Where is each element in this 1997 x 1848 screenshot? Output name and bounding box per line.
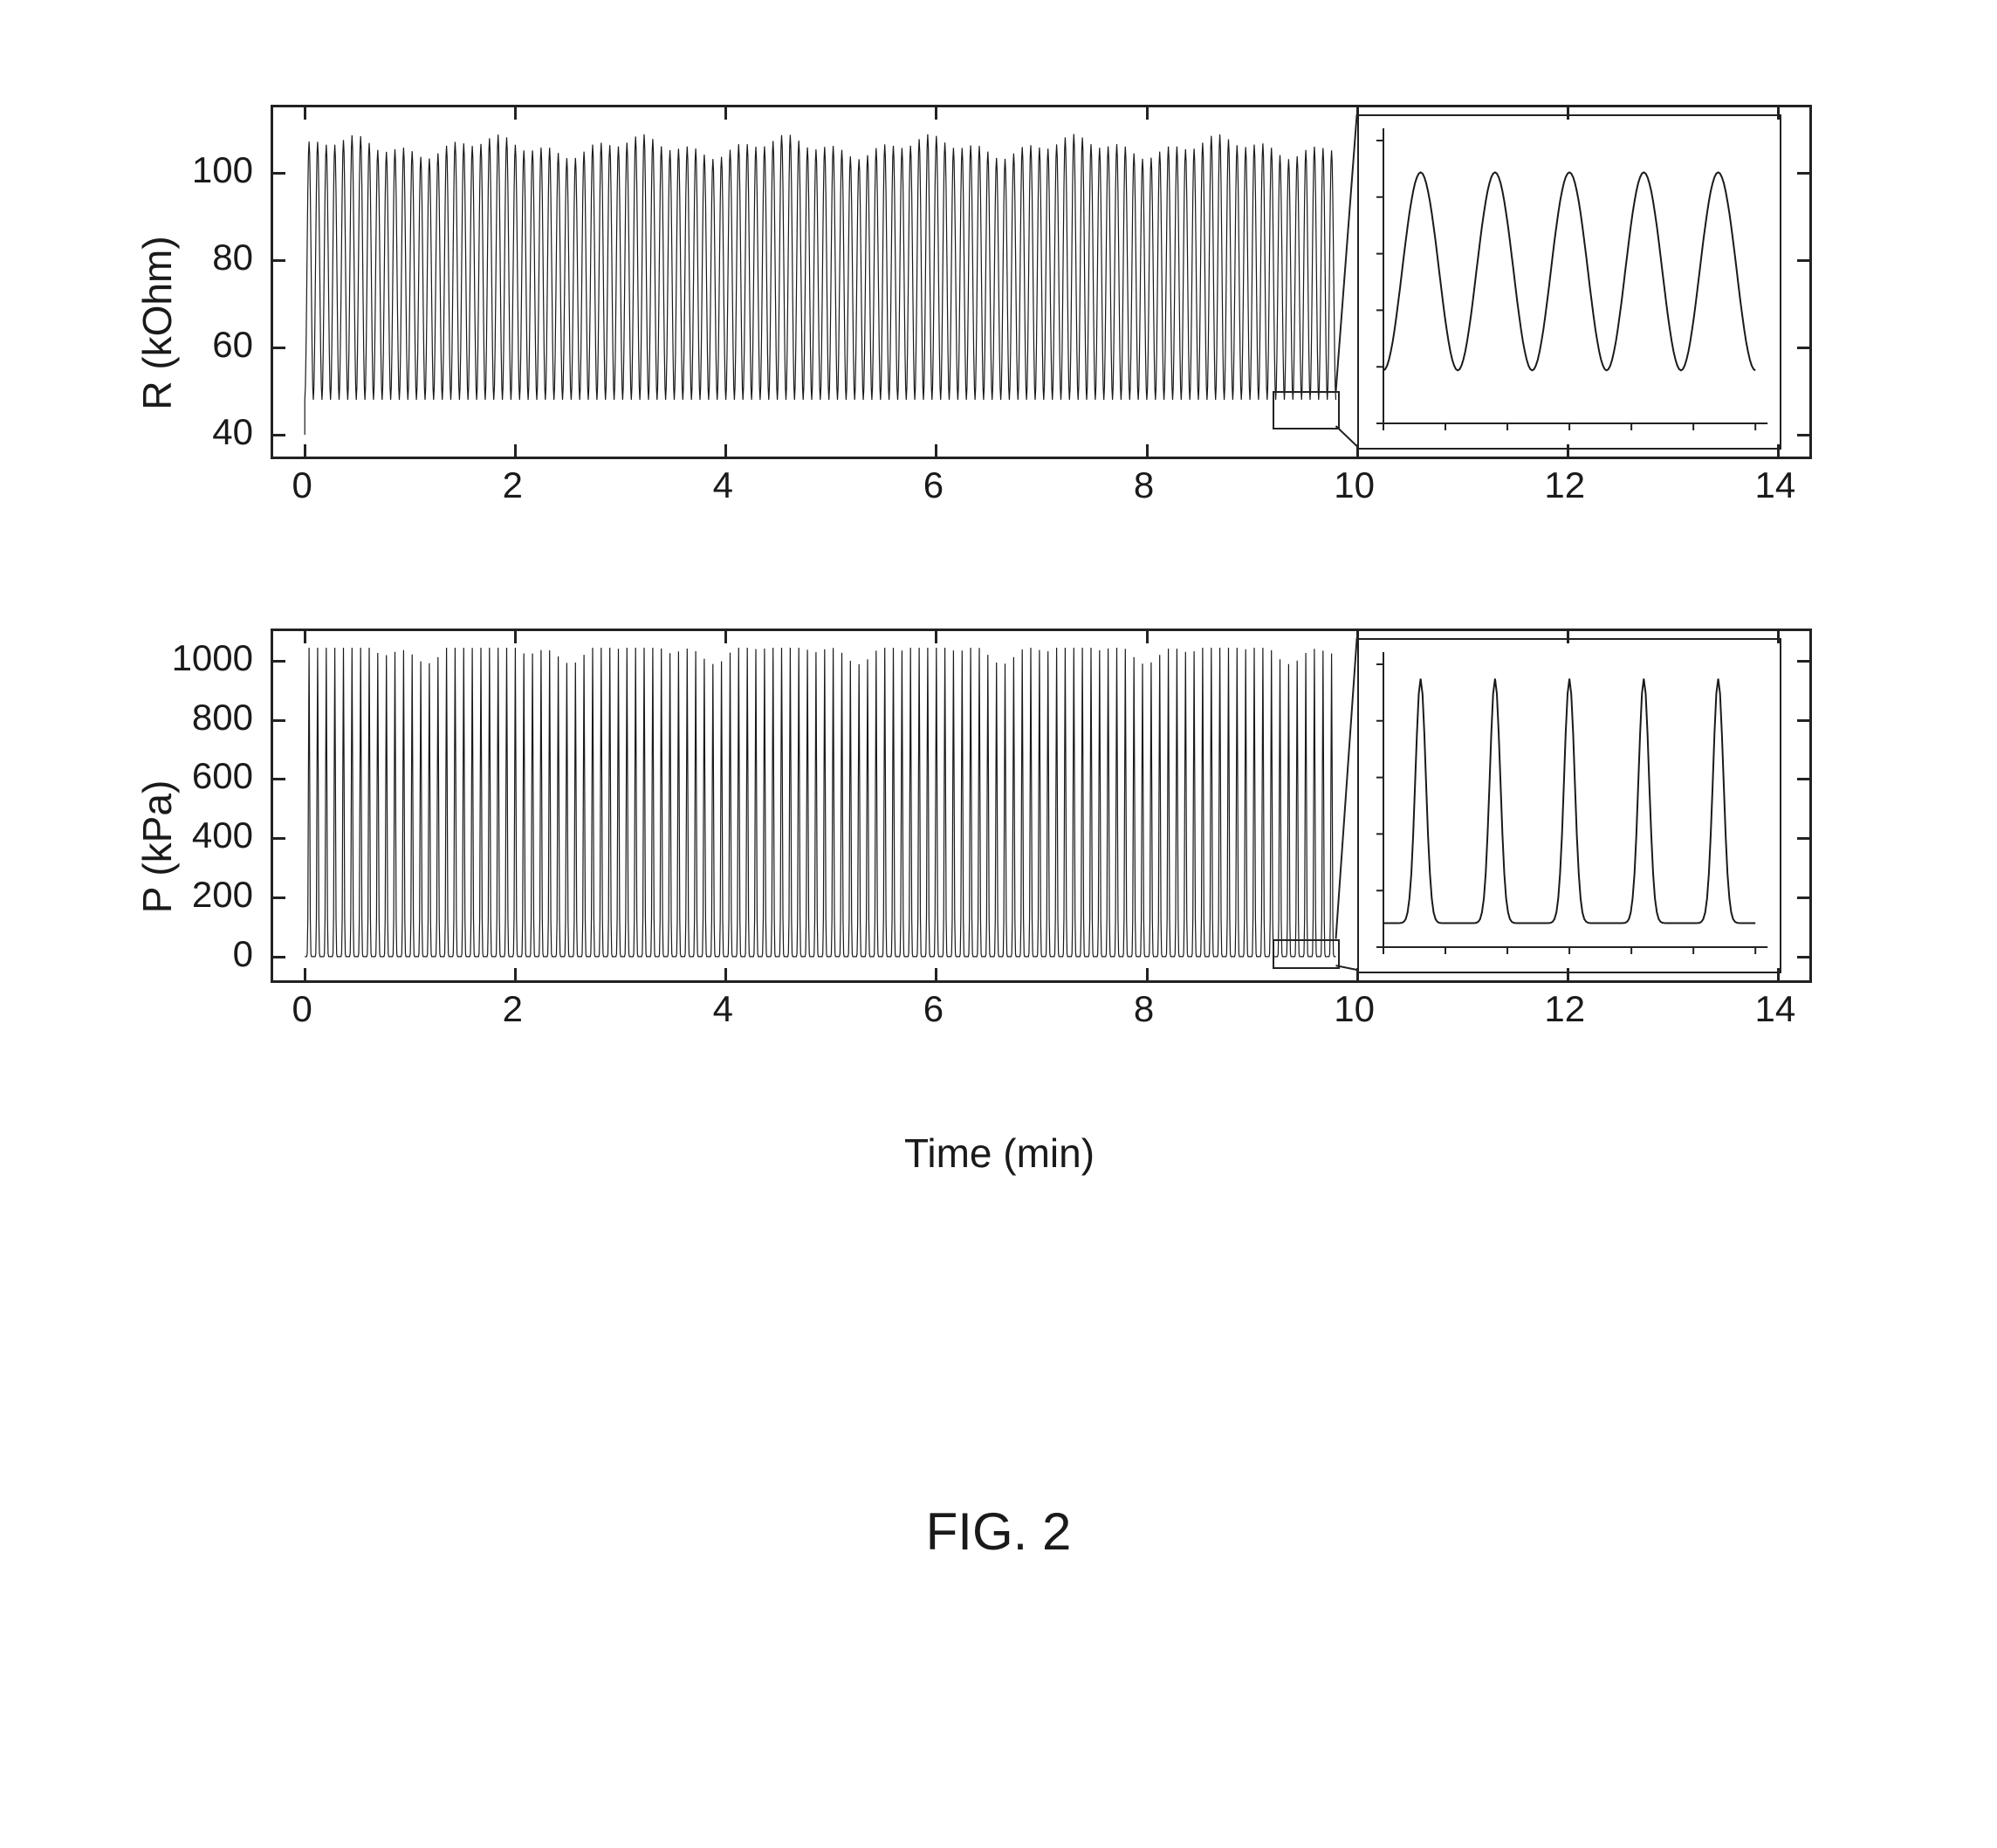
y-tick-mark bbox=[273, 778, 285, 780]
y-tick-mark bbox=[1797, 347, 1809, 349]
x-tick-mark bbox=[514, 968, 517, 980]
x-tick-mark bbox=[935, 107, 937, 120]
x-tick-mark bbox=[1146, 444, 1149, 457]
x-tick-mark bbox=[1356, 444, 1359, 457]
x-tick-mark bbox=[1146, 631, 1149, 643]
x-tick-mark bbox=[1567, 631, 1569, 643]
x-tick-label: 10 bbox=[1334, 464, 1375, 506]
x-tick-mark bbox=[1567, 968, 1569, 980]
y-tick-label: 60 bbox=[212, 324, 253, 366]
x-tick-mark bbox=[724, 631, 727, 643]
y-tick-mark bbox=[1797, 660, 1809, 663]
y-tick-mark bbox=[273, 172, 285, 175]
panel-pressure: P (kPa) Time (min) 020040060080010000246… bbox=[148, 611, 1850, 1082]
plot-area-resistance bbox=[271, 105, 1812, 459]
y-tick-mark bbox=[1797, 778, 1809, 780]
panel-resistance: R (kOhm) 40608010002468101214 bbox=[148, 87, 1850, 559]
figure-caption: FIG. 2 bbox=[926, 1501, 1072, 1562]
x-tick-mark bbox=[514, 444, 517, 457]
y-tick-label: 1000 bbox=[172, 637, 253, 679]
x-tick-mark bbox=[304, 444, 306, 457]
y-tick-label: 0 bbox=[233, 933, 253, 975]
y-tick-mark bbox=[1797, 172, 1809, 175]
plot-area-pressure bbox=[271, 629, 1812, 983]
x-tick-label: 6 bbox=[923, 464, 944, 506]
page: R (kOhm) 40608010002468101214 P (kPa) Ti… bbox=[0, 0, 1997, 1848]
x-tick-mark bbox=[1356, 107, 1359, 120]
x-tick-mark bbox=[514, 107, 517, 120]
y-axis-label-resistance: R (kOhm) bbox=[134, 236, 181, 409]
y-tick-label: 600 bbox=[192, 755, 253, 797]
zoom-indicator-resistance bbox=[1273, 391, 1339, 429]
y-tick-mark bbox=[1797, 434, 1809, 436]
y-tick-label: 400 bbox=[192, 814, 253, 856]
x-tick-mark bbox=[1777, 968, 1780, 980]
x-tick-label: 12 bbox=[1544, 988, 1585, 1030]
y-tick-mark bbox=[273, 956, 285, 958]
y-tick-label: 800 bbox=[192, 697, 253, 739]
y-tick-mark bbox=[1797, 837, 1809, 840]
y-tick-mark bbox=[273, 897, 285, 899]
y-tick-mark bbox=[1797, 897, 1809, 899]
inset-resistance bbox=[1357, 114, 1781, 450]
x-tick-mark bbox=[935, 444, 937, 457]
x-tick-mark bbox=[935, 631, 937, 643]
x-tick-label: 12 bbox=[1544, 464, 1585, 506]
figure: R (kOhm) 40608010002468101214 P (kPa) Ti… bbox=[148, 87, 1850, 1135]
x-tick-mark bbox=[304, 968, 306, 980]
x-tick-label: 2 bbox=[503, 988, 523, 1030]
x-tick-mark bbox=[1146, 107, 1149, 120]
y-tick-mark bbox=[273, 719, 285, 722]
x-tick-label: 4 bbox=[713, 464, 733, 506]
x-tick-mark bbox=[304, 631, 306, 643]
x-tick-label: 0 bbox=[292, 988, 312, 1030]
x-tick-mark bbox=[935, 968, 937, 980]
x-tick-label: 8 bbox=[1134, 988, 1154, 1030]
x-tick-label: 14 bbox=[1754, 464, 1795, 506]
x-tick-label: 6 bbox=[923, 988, 944, 1030]
x-tick-mark bbox=[514, 631, 517, 643]
x-tick-mark bbox=[304, 107, 306, 120]
y-tick-mark bbox=[273, 259, 285, 262]
zoom-indicator-pressure bbox=[1273, 939, 1339, 970]
x-tick-mark bbox=[1777, 631, 1780, 643]
x-tick-mark bbox=[1356, 631, 1359, 643]
x-tick-mark bbox=[1777, 444, 1780, 457]
y-tick-label: 200 bbox=[192, 874, 253, 916]
x-tick-mark bbox=[724, 968, 727, 980]
inset-pressure bbox=[1357, 638, 1781, 973]
y-tick-mark bbox=[1797, 956, 1809, 958]
y-tick-mark bbox=[273, 837, 285, 840]
x-tick-label: 14 bbox=[1754, 988, 1795, 1030]
inset-trace-resistance bbox=[1359, 116, 1780, 448]
y-tick-label: 40 bbox=[212, 411, 253, 453]
x-tick-mark bbox=[1146, 968, 1149, 980]
x-tick-mark bbox=[1777, 107, 1780, 120]
x-tick-mark bbox=[1567, 444, 1569, 457]
x-tick-label: 10 bbox=[1334, 988, 1375, 1030]
y-tick-label: 100 bbox=[192, 149, 253, 191]
y-tick-mark bbox=[273, 347, 285, 349]
y-axis-label-pressure: P (kPa) bbox=[134, 780, 181, 914]
x-tick-label: 4 bbox=[713, 988, 733, 1030]
x-tick-mark bbox=[724, 107, 727, 120]
y-tick-mark bbox=[273, 660, 285, 663]
x-tick-mark bbox=[1567, 107, 1569, 120]
x-tick-label: 2 bbox=[503, 464, 523, 506]
y-tick-mark bbox=[1797, 259, 1809, 262]
x-axis-label: Time (min) bbox=[904, 1130, 1095, 1177]
y-tick-label: 80 bbox=[212, 237, 253, 278]
y-tick-mark bbox=[273, 434, 285, 436]
y-tick-mark bbox=[1797, 719, 1809, 722]
x-tick-label: 8 bbox=[1134, 464, 1154, 506]
inset-trace-pressure bbox=[1359, 640, 1780, 972]
x-tick-mark bbox=[1356, 968, 1359, 980]
x-tick-mark bbox=[724, 444, 727, 457]
x-tick-label: 0 bbox=[292, 464, 312, 506]
